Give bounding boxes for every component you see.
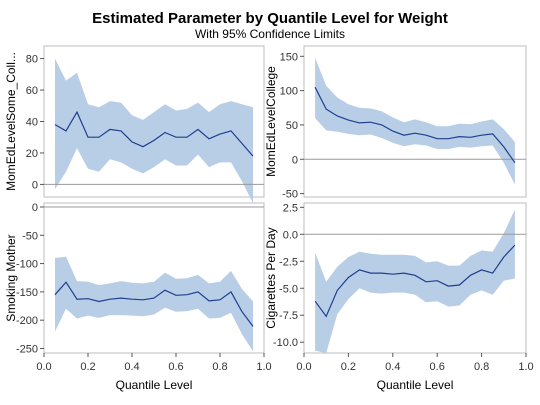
y-tick-label: 150 [280, 51, 298, 63]
y-tick-label: 20 [26, 148, 38, 160]
x-tick-label: 0.6 [430, 361, 445, 373]
y-tick-label: -7.5 [279, 310, 298, 322]
chart-subtitle: With 95% Confidence Limits [195, 27, 345, 41]
estimate-line [314, 244, 516, 318]
x-tick-label: 0.2 [80, 361, 95, 373]
panels: 0 20 40 60 80 MomEdLevelSome_Coll... -50 0 50 100… [4, 45, 534, 392]
x-axis-label: Quantile Level [116, 378, 193, 392]
confidence-band [55, 58, 253, 204]
y-tick-label: -10.0 [273, 337, 298, 349]
y-tick-label: 100 [280, 86, 298, 98]
confidence-band [315, 57, 515, 185]
y-tick-label: -250 [16, 343, 38, 355]
confidence-band [315, 209, 515, 353]
estimate-line [54, 281, 254, 327]
y-tick-label: -2.5 [279, 256, 298, 268]
y-axis-label: Cigarettes Per Day [264, 227, 278, 328]
x-tick-label: 1.0 [256, 361, 271, 373]
x-tick-label: 0.0 [296, 361, 311, 373]
panel-bottom-left: -250 -200 -150 -100 -50 0 0.0 0.2 0.4 0.6 0.8 1.0 Sm… [4, 202, 272, 392]
panel-bottom-right: -10.0 -7.5 -5.0 -2.5 0.0 2.5 0.0 0.2 0.4 0.6 0.8 1.… [264, 202, 534, 392]
y-tick-label: 40 [26, 117, 38, 129]
y-tick-label: -50 [282, 189, 298, 201]
x-tick-label: 1.0 [518, 361, 533, 373]
y-tick-label: -100 [16, 259, 38, 271]
chart-title: Estimated Parameter by Quantile Level fo… [92, 10, 448, 27]
y-axis-label: MomEdLevelSome_Coll... [4, 52, 18, 191]
y-tick-label: 80 [26, 54, 38, 66]
x-tick-label: 0.8 [474, 361, 489, 373]
x-axis-label: Quantile Level [377, 378, 454, 392]
x-tick-label: 0.4 [124, 361, 139, 373]
estimate-line [54, 110, 254, 157]
y-tick-label: 0.0 [283, 229, 298, 241]
estimate-line [314, 86, 516, 164]
x-tick-label: 0.2 [341, 361, 356, 373]
y-tick-label: 60 [26, 85, 38, 97]
x-tick-label: 0.6 [168, 361, 183, 373]
x-tick-label: 0.8 [212, 361, 227, 373]
y-tick-label: -50 [22, 230, 38, 242]
y-tick-label: 2.5 [283, 202, 298, 214]
y-axis-label: Smoking Mother [4, 234, 18, 321]
panel-top-left: 0 20 40 60 80 MomEdLevelSome_Coll... [4, 45, 265, 204]
confidence-band [55, 256, 253, 352]
x-tick-label: 0.4 [385, 361, 400, 373]
y-tick-label: -150 [16, 287, 38, 299]
x-tick-label: 0.0 [36, 361, 51, 373]
y-tick-label: 50 [286, 120, 298, 132]
y-tick-label: 0 [32, 202, 38, 214]
y-axis-label: MomEdLevelCollege [264, 66, 278, 177]
y-tick-label: 0 [32, 179, 38, 191]
y-tick-label: -5.0 [279, 283, 298, 295]
y-tick-label: 0 [292, 154, 298, 166]
y-tick-label: -200 [16, 315, 38, 327]
